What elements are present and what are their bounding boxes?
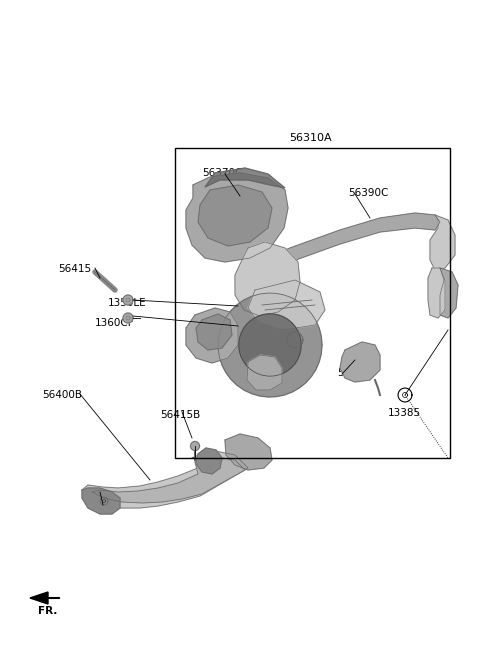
Polygon shape	[440, 268, 458, 318]
Polygon shape	[92, 456, 245, 503]
Text: FR.: FR.	[38, 606, 58, 616]
Polygon shape	[258, 213, 440, 278]
Text: 56370C: 56370C	[202, 168, 242, 178]
Polygon shape	[82, 450, 248, 508]
Polygon shape	[82, 488, 120, 514]
Polygon shape	[239, 314, 301, 376]
Polygon shape	[428, 268, 445, 318]
Text: 56415: 56415	[58, 264, 91, 274]
Polygon shape	[225, 434, 272, 470]
Polygon shape	[123, 313, 133, 323]
Polygon shape	[196, 314, 232, 350]
Text: 1360CF: 1360CF	[95, 318, 134, 328]
Polygon shape	[340, 342, 380, 382]
Text: 56390C: 56390C	[348, 188, 388, 198]
Text: 56400B: 56400B	[42, 390, 82, 400]
Polygon shape	[186, 173, 288, 262]
Polygon shape	[196, 448, 222, 474]
Text: 1350LE: 1350LE	[108, 298, 146, 308]
Text: 56415C: 56415C	[95, 490, 135, 500]
Polygon shape	[123, 295, 133, 305]
Polygon shape	[235, 242, 300, 316]
Polygon shape	[205, 168, 285, 188]
Polygon shape	[30, 592, 48, 604]
Polygon shape	[247, 355, 282, 390]
Text: 56397: 56397	[337, 368, 370, 378]
Polygon shape	[191, 441, 200, 451]
Bar	[175, 148, 450, 458]
Polygon shape	[186, 308, 238, 363]
Polygon shape	[248, 280, 325, 330]
Polygon shape	[198, 185, 272, 246]
Polygon shape	[398, 388, 412, 402]
Text: 13385: 13385	[388, 408, 421, 418]
Polygon shape	[430, 215, 455, 270]
Text: 56310A: 56310A	[288, 133, 331, 143]
Polygon shape	[218, 293, 322, 397]
Text: 56415B: 56415B	[160, 410, 200, 420]
